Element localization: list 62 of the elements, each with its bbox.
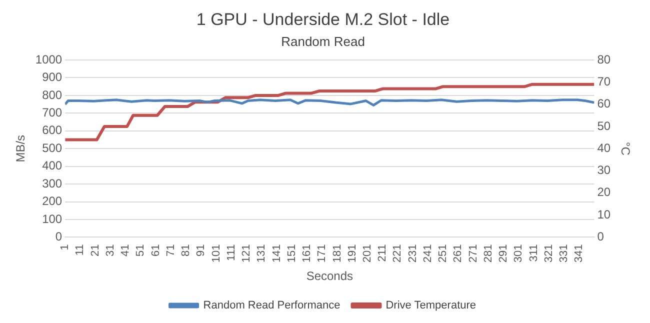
y2-tick-label: 70 <box>597 74 611 88</box>
y-tick-label: 1000 <box>35 52 62 66</box>
y2-tick-label: 40 <box>597 140 611 155</box>
x-tick-label: 151 <box>286 244 298 263</box>
x-tick-label: 261 <box>452 244 464 263</box>
y2-tick-label: 80 <box>597 52 611 66</box>
chart-subtitle: Random Read <box>281 34 365 49</box>
y-tick-label: 900 <box>42 70 62 84</box>
legend-label: Random Read Performance <box>203 300 340 312</box>
x-tick-label: 21 <box>89 244 102 256</box>
x-tick-label: 41 <box>120 244 132 256</box>
x-tick-label: 31 <box>104 244 116 256</box>
x-tick-label: 131 <box>256 244 268 263</box>
x-tick-label: 91 <box>195 244 208 256</box>
y2-tick-label: 0 <box>597 230 604 244</box>
x-tick-label: 121 <box>240 244 253 263</box>
x-tick-label: 141 <box>270 244 283 263</box>
x-tick-label: 231 <box>406 244 419 263</box>
y-tick-label: 100 <box>42 212 62 226</box>
y2-tick-label: 60 <box>597 96 611 111</box>
x-tick-label: 61 <box>150 244 162 256</box>
x-tick-label: 191 <box>346 244 358 263</box>
x-tick-label: 271 <box>467 244 480 263</box>
x-tick-label: 211 <box>376 244 389 262</box>
y-tick-label: 0 <box>55 230 62 244</box>
x-tick-label: 221 <box>392 244 404 263</box>
x-tick-label: 201 <box>362 244 374 263</box>
y-tick-label: 500 <box>42 140 62 155</box>
x-tick-label: 321 <box>542 244 555 263</box>
x-tick-label: 281 <box>482 244 494 263</box>
x-tick-label: 251 <box>437 244 450 263</box>
x-tick-label: 311 <box>528 244 540 262</box>
y2-tick-label: 50 <box>597 118 611 133</box>
x-tick-label: 341 <box>573 244 586 263</box>
x-tick-label: 51 <box>134 244 147 256</box>
x-tick-label: 291 <box>498 244 510 263</box>
legend-label: Drive Temperature <box>386 300 476 312</box>
y-tick-label: 200 <box>42 194 62 208</box>
x-tick-label: 161 <box>301 244 314 263</box>
x-tick-label: 101 <box>210 244 222 263</box>
x-tick-label: 331 <box>558 244 570 263</box>
y2-tick-label: 20 <box>597 185 611 200</box>
x-tick-label: 71 <box>164 244 177 256</box>
x-tick-label: 81 <box>180 244 192 256</box>
x-axis-title: Seconds <box>306 269 354 284</box>
y-axis-title: MB/s <box>14 134 28 162</box>
x-tick-label: 11 <box>74 244 86 256</box>
y-tick-label: 700 <box>42 105 62 120</box>
y2-tick-label: 30 <box>597 163 611 178</box>
y2-tick-label: 10 <box>597 207 611 222</box>
x-tick-label: 171 <box>316 244 328 263</box>
x-tick-label: 111 <box>225 244 238 261</box>
y-tick-label: 800 <box>42 88 62 102</box>
y2-axis-title: °C <box>618 142 632 156</box>
x-tick-label: 301 <box>512 244 525 263</box>
y-tick-label: 300 <box>42 176 62 190</box>
x-tick-label: 241 <box>422 244 434 263</box>
x-tick-label: 1 <box>59 244 72 250</box>
chart-title: 1 GPU - Underside M.2 Slot - Idle <box>196 10 450 29</box>
x-tick-label: 181 <box>331 244 344 263</box>
y-tick-label: 400 <box>42 158 62 173</box>
y-tick-label: 600 <box>42 123 62 138</box>
